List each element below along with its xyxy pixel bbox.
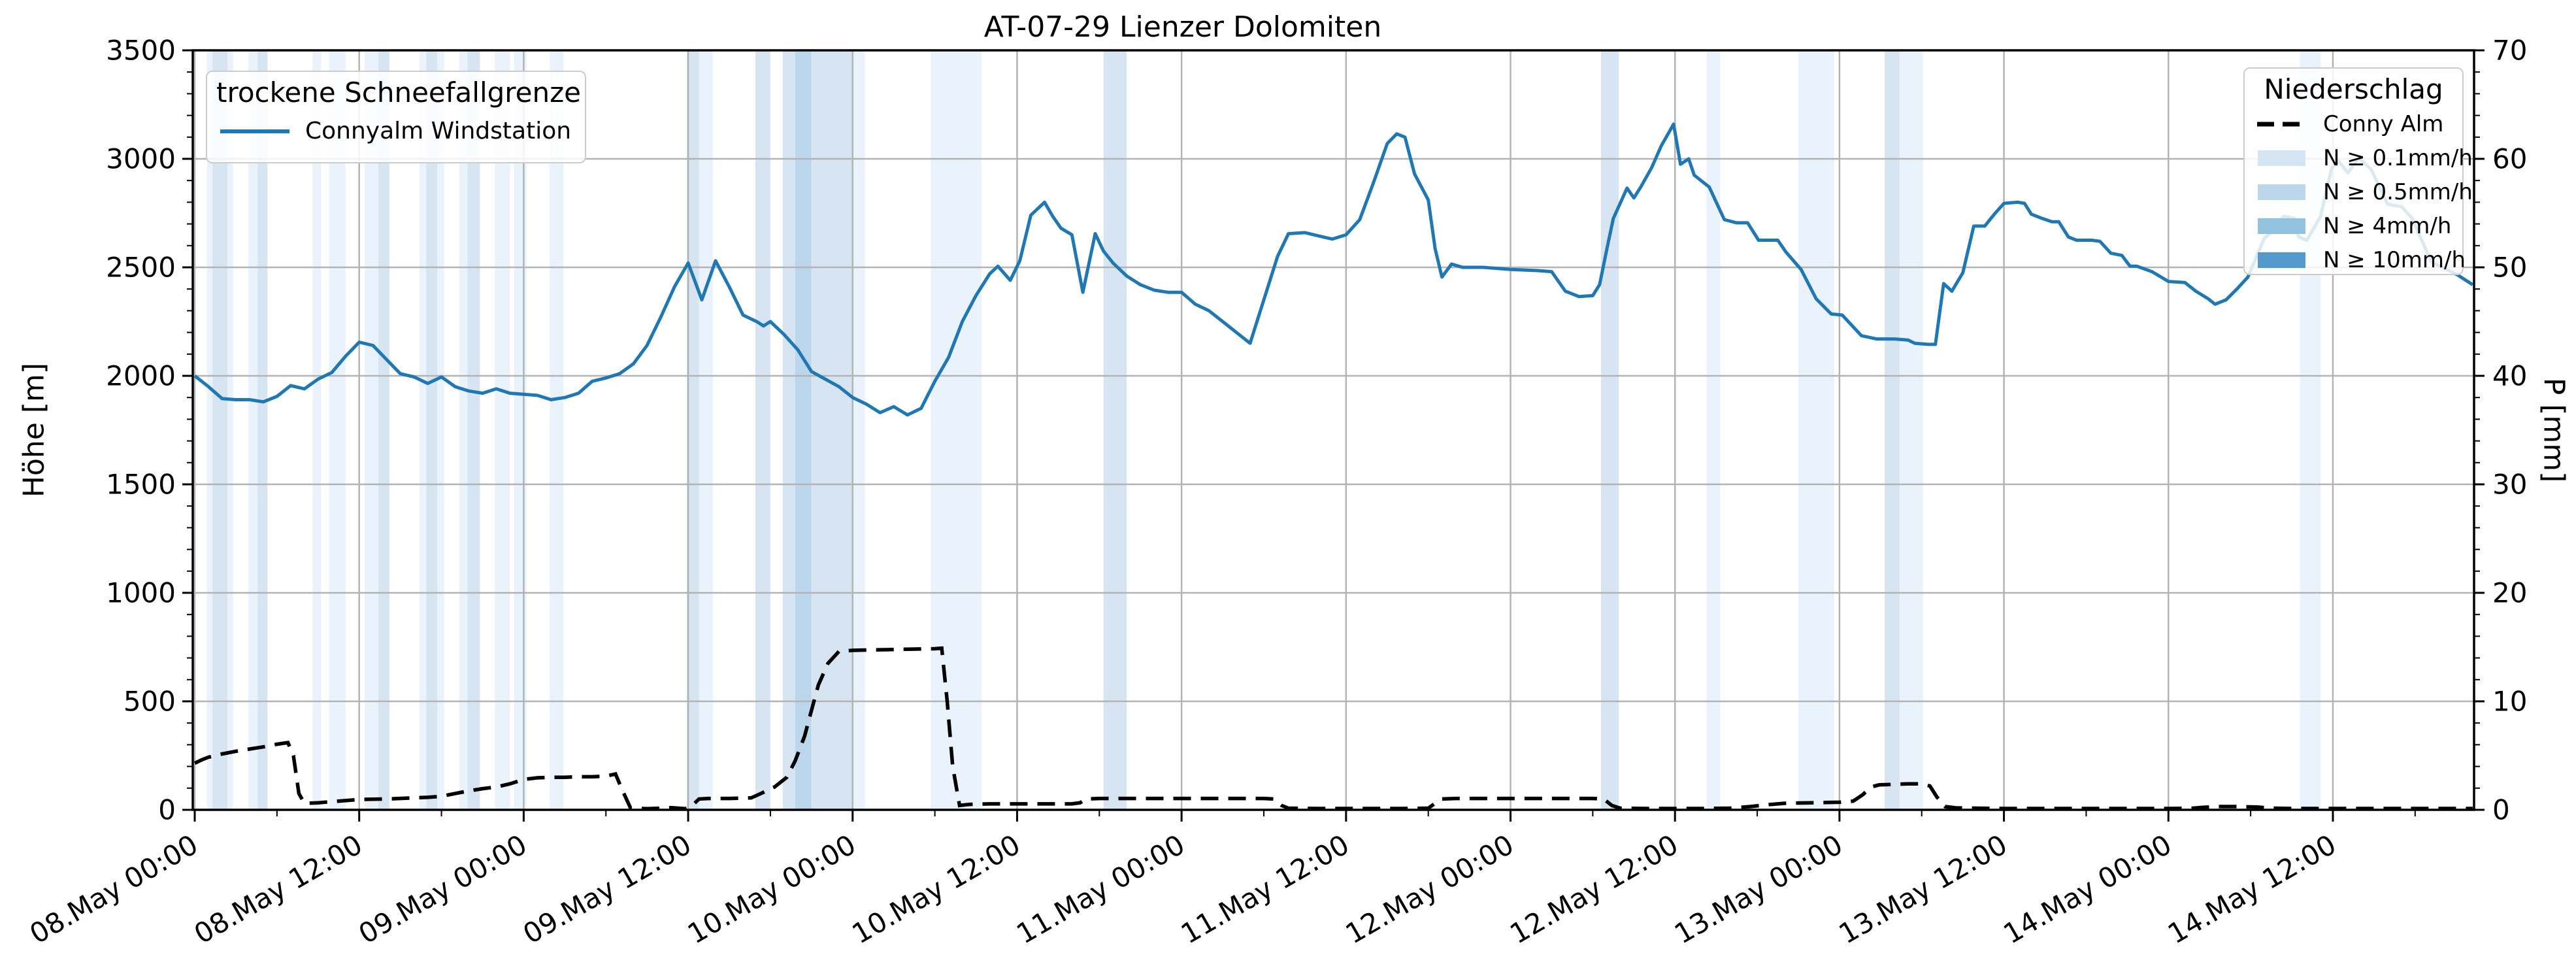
precip-band — [329, 50, 346, 810]
dashed-line-swatch-icon — [2251, 122, 2311, 127]
y-right-tick-label: 60 — [2492, 143, 2527, 175]
precip-band — [257, 50, 268, 810]
x-tick-label: 14.May 00:00 — [1998, 828, 2177, 950]
conny-alm-precip-line — [193, 646, 2473, 810]
y-left-tick-label: 3000 — [106, 143, 176, 175]
y-right-tick-label: 40 — [2492, 360, 2527, 392]
x-tick-label: 09.May 00:00 — [353, 828, 532, 950]
legend-entry-label: N ≥ 0.1mm/h — [2323, 144, 2473, 171]
precip-band — [782, 50, 795, 810]
legend-right-title: Niederschlag — [2264, 73, 2443, 105]
legend-entry-label: Conny Alm — [2323, 110, 2444, 137]
legend-item-n05: N ≥ 0.5mm/h — [2251, 175, 2473, 209]
precip-band — [1706, 50, 1721, 810]
precip-band — [467, 50, 480, 810]
y-right-tick-label: 0 — [2492, 794, 2510, 826]
precip-band — [795, 50, 812, 810]
x-tick-label: 12.May 12:00 — [1504, 828, 1683, 950]
x-tick-label: 13.May 00:00 — [1669, 828, 1848, 950]
x-tick-label: 08.May 00:00 — [24, 828, 203, 950]
x-tick-label: 09.May 12:00 — [518, 828, 697, 950]
legend-entry-label: Connyalm Windstation — [305, 118, 572, 144]
legend-item-n4: N ≥ 4mm/h — [2251, 209, 2456, 243]
y-right-tick-label: 10 — [2492, 686, 2527, 718]
precip-band — [378, 50, 389, 810]
x-tick-label: 11.May 00:00 — [1011, 828, 1190, 950]
precip-band — [365, 50, 379, 810]
x-tick-label: 10.May 00:00 — [682, 828, 861, 950]
precip-band — [811, 50, 853, 810]
precip-band — [312, 50, 321, 810]
axes-spines — [191, 49, 2475, 811]
y-left-tick-label: 500 — [124, 686, 176, 718]
x-tick-label: 14.May 12:00 — [2162, 828, 2341, 950]
x-tick-label: 12.May 00:00 — [1340, 828, 1519, 950]
band-swatch-4-icon — [2251, 218, 2311, 234]
precip-band — [1600, 50, 1619, 810]
legend-item-n01: N ≥ 0.1mm/h — [2251, 141, 2473, 175]
x-tick-label: 10.May 12:00 — [847, 828, 1026, 950]
precip-band — [248, 50, 258, 810]
precip-band — [206, 50, 213, 810]
legend-left-title: trockene Schneefallgrenze — [216, 76, 581, 108]
y-right-tick-label: 20 — [2492, 577, 2527, 609]
y-left-tick-label: 2000 — [106, 360, 176, 392]
y-left-tick-label: 1000 — [106, 577, 176, 609]
legend-entry-label: N ≥ 4mm/h — [2323, 212, 2452, 239]
precip-band — [212, 50, 228, 810]
x-tick-label: 08.May 12:00 — [189, 828, 368, 950]
blue-line-swatch-icon — [216, 129, 293, 134]
precip-band — [514, 50, 527, 810]
legend-precipitation: Niederschlag Conny Alm N ≥ 0.1mm/h N ≥ 0… — [2243, 67, 2473, 277]
precip-band — [550, 50, 564, 810]
legend-entry-label: N ≥ 0.5mm/h — [2323, 178, 2473, 205]
y-right-tick-label: 30 — [2492, 469, 2527, 501]
precip-band — [1798, 50, 1834, 810]
precip-band — [852, 50, 865, 810]
precip-band — [426, 50, 438, 810]
precip-band — [755, 50, 770, 810]
legend-snowfall-line: trockene Schneefallgrenze Connyalm Winds… — [206, 71, 586, 163]
y-left-tick-label: 0 — [158, 794, 176, 826]
precip-band — [419, 50, 427, 810]
x-tick-label: 11.May 12:00 — [1176, 828, 1355, 950]
precip-band — [699, 50, 713, 810]
precip-band — [459, 50, 468, 810]
chart-title: AT-07-29 Lienzer Dolomiten — [983, 10, 1382, 44]
y-right-tick-label: 50 — [2492, 252, 2527, 284]
precip-band — [686, 50, 699, 810]
y-axis-right-label: P [mm] — [2537, 377, 2571, 483]
precip-band — [1103, 50, 1127, 810]
y-left-tick-label: 1500 — [106, 469, 176, 501]
legend-entry-label: N ≥ 10mm/h — [2323, 246, 2466, 273]
legend-item-conny-alm: Conny Alm — [2251, 107, 2456, 141]
x-tick-label: 13.May 12:00 — [1834, 828, 2013, 950]
precip-band — [1885, 50, 1900, 810]
legend-item-n10: N ≥ 10mm/h — [2251, 243, 2466, 277]
precip-band — [227, 50, 233, 810]
legend-item-connyalm: Connyalm Windstation — [216, 110, 576, 152]
y-axis-left-label: Höhe [m] — [17, 362, 51, 498]
precip-band — [495, 50, 510, 810]
band-swatch-10-icon — [2251, 252, 2311, 268]
connyalm-snowline-line — [193, 122, 2474, 417]
precip-band — [1900, 50, 1923, 810]
precip-band — [931, 50, 982, 810]
band-swatch-01-icon — [2251, 150, 2311, 166]
precip-band — [437, 50, 444, 810]
band-swatch-05-icon — [2251, 184, 2311, 200]
y-left-tick-label: 3500 — [106, 35, 176, 67]
y-left-tick-label: 2500 — [106, 252, 176, 284]
y-right-tick-label: 70 — [2492, 35, 2527, 67]
